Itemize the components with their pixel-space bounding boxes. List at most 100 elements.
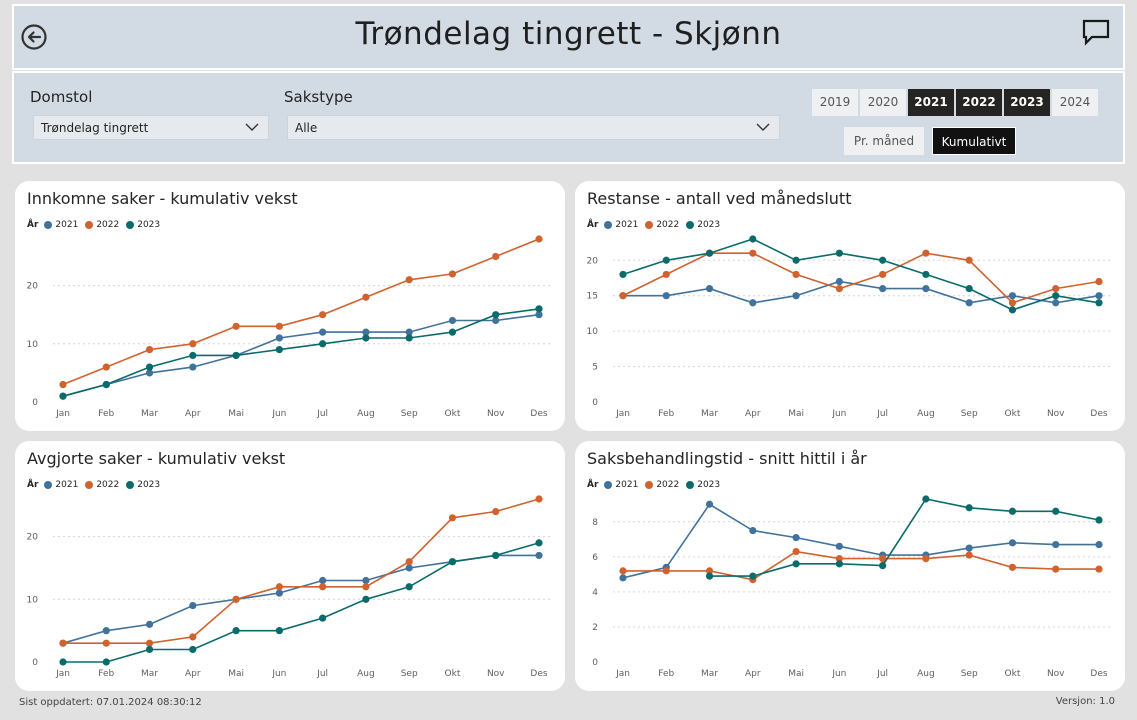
x-tick-label: Mar (141, 409, 158, 419)
data-point-2023 (922, 495, 930, 503)
y-tick-label: 10 (27, 340, 39, 350)
legend-dot (686, 481, 695, 489)
comment-icon[interactable] (1081, 18, 1111, 46)
legend-item[interactable]: 2023 (126, 220, 160, 230)
year-button-2024[interactable]: 2024 (1052, 89, 1098, 116)
data-point-2023 (749, 572, 757, 580)
mode-button-cumulative[interactable]: Kumulativt (932, 127, 1016, 155)
data-point-2022 (448, 270, 457, 278)
data-point-2021 (1052, 540, 1060, 549)
legend-item[interactable]: 2022 (85, 480, 119, 490)
data-point-2022 (705, 567, 714, 575)
x-tick-label: Des (530, 669, 547, 679)
data-point-2022 (492, 252, 500, 261)
legend-item[interactable]: 2021 (44, 480, 78, 490)
series-line-2023 (622, 238, 1100, 311)
data-point-2021 (189, 601, 197, 610)
legend-item[interactable]: 2022 (85, 220, 119, 230)
year-button-2023[interactable]: 2023 (1004, 89, 1050, 116)
data-point-2021 (1008, 292, 1017, 300)
x-tick-label: Apr (745, 669, 761, 679)
data-point-2023 (835, 249, 843, 257)
data-point-2022 (662, 567, 670, 575)
x-tick-label: Mar (701, 669, 718, 679)
data-point-2023 (275, 627, 283, 635)
data-point-2023 (965, 285, 973, 293)
data-point-2021 (749, 299, 757, 307)
line-chart[interactable]: 0 5 10 15 20 Jan Feb Mar Apr Mai Jun Jul Aug Sep Okt No… (575, 181, 1125, 431)
data-point-2021 (879, 285, 887, 293)
legend-item[interactable]: 2021 (604, 480, 638, 490)
x-tick-label: Apr (185, 669, 201, 679)
series-line-2022 (623, 550, 1099, 581)
data-point-2022 (448, 514, 457, 522)
data-point-2021 (275, 334, 283, 342)
data-point-2023 (362, 334, 370, 342)
data-point-2021 (319, 576, 327, 585)
data-point-2022 (275, 322, 283, 330)
data-point-2023 (319, 340, 327, 348)
year-button-2022[interactable]: 2022 (956, 89, 1002, 116)
legend-label: 2022 (656, 220, 680, 230)
legend-item[interactable]: 2023 (686, 220, 720, 230)
data-point-2022 (792, 547, 800, 556)
legend-item[interactable]: 2023 (126, 480, 160, 490)
line-chart[interactable]: 0 10 20 Jan Feb Mar Apr Mai Jun Jul Aug Sep Okt Nov De… (15, 441, 565, 691)
data-point-2022 (965, 551, 973, 559)
sakstype-dropdown[interactable]: Alle (287, 115, 780, 140)
x-tick-label: Aug (917, 409, 935, 419)
year-button-2019[interactable]: 2019 (812, 89, 858, 116)
legend-item[interactable]: 2022 (645, 220, 679, 230)
data-point-2023 (145, 363, 154, 371)
page-title: Trøndelag tingrett - Skjønn (355, 16, 782, 52)
legend-item[interactable]: 2023 (686, 480, 720, 490)
data-point-2023 (705, 249, 714, 257)
data-point-2023 (59, 658, 67, 666)
data-point-2022 (922, 554, 930, 563)
chart-card-innkomne: Innkomne saker - kumulativ vekst År 2021… (15, 181, 565, 431)
line-chart[interactable]: 0 2 4 6 8 Jan Feb Mar Apr Mai Jun Jul Aug Sep Okt Nov De… (575, 441, 1125, 691)
data-point-2021 (792, 533, 800, 542)
data-point-2022 (922, 249, 930, 257)
y-tick-label: 5 (592, 363, 598, 373)
x-tick-label: Okt (1005, 409, 1021, 419)
data-point-2023 (275, 346, 283, 354)
y-tick-label: 20 (587, 256, 599, 266)
back-arrow-icon[interactable] (20, 23, 48, 51)
legend-label: 2022 (96, 220, 120, 230)
last-updated-text: Sist oppdatert: 07.01.2024 08:30:12 (19, 697, 202, 708)
data-point-2023 (1052, 507, 1060, 515)
chart-card-restanse: Restanse - antall ved månedslutt År 2021… (575, 181, 1125, 431)
x-tick-label: Jul (316, 409, 328, 419)
x-tick-label: Feb (98, 409, 114, 419)
mode-button-per-month[interactable]: Pr. måned (844, 127, 924, 155)
x-tick-label: Mai (788, 409, 804, 419)
x-tick-label: Okt (445, 409, 461, 419)
series-line-2021 (62, 313, 540, 397)
data-point-2021 (749, 526, 757, 535)
data-point-2022 (535, 495, 543, 503)
data-point-2023 (619, 270, 627, 279)
data-point-2021 (319, 328, 327, 336)
x-tick-label: Feb (658, 409, 674, 419)
legend-item[interactable]: 2021 (604, 220, 638, 230)
year-button-2020[interactable]: 2020 (860, 89, 906, 116)
data-point-2023 (405, 583, 413, 591)
legend-item[interactable]: 2022 (645, 480, 679, 490)
legend-title: År (587, 220, 599, 230)
x-tick-label: Nov (487, 409, 505, 419)
data-point-2021 (145, 369, 154, 377)
x-tick-label: Apr (745, 409, 761, 419)
x-tick-label: Jan (55, 669, 70, 679)
data-point-2021 (1008, 539, 1017, 547)
data-point-2022 (405, 558, 413, 566)
data-point-2023 (319, 614, 327, 622)
x-tick-label: Jul (316, 669, 328, 679)
legend-dot (604, 481, 613, 489)
year-button-2021[interactable]: 2021 (908, 89, 954, 116)
series-line-2021 (622, 503, 1099, 579)
domstol-dropdown[interactable]: Trøndelag tingrett (33, 115, 269, 140)
y-tick-label: 6 (592, 553, 598, 563)
legend-item[interactable]: 2021 (44, 220, 78, 230)
line-chart[interactable]: 0 10 20 Jan Feb Mar Apr Mai Jun Jul Aug Sep Okt Nov De… (15, 181, 565, 431)
